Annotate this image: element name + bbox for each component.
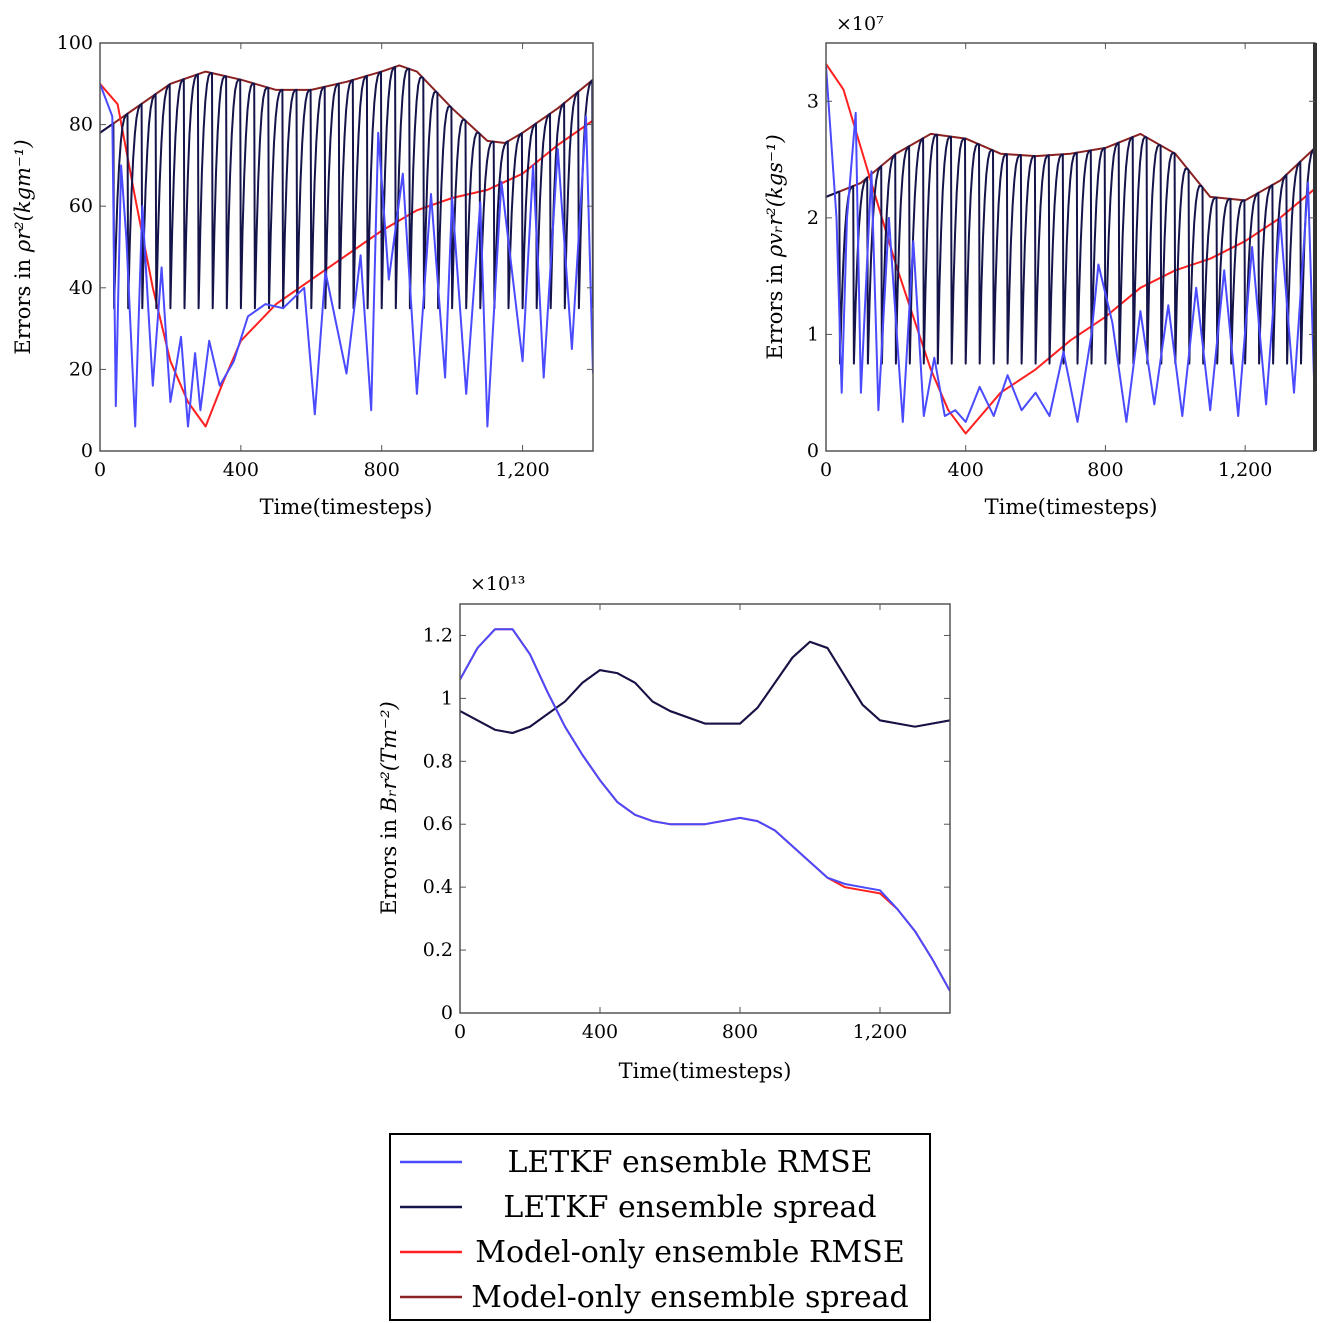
legend-entry: Model-only ensemble spread — [400, 1280, 909, 1315]
y-tick-label: 0.2 — [423, 939, 453, 961]
x-tick-label: 0 — [94, 459, 106, 481]
y-tick-label: 1 — [441, 687, 453, 709]
y-tick-label: 3 — [807, 90, 819, 112]
x-tick-label: 1,200 — [853, 1021, 907, 1043]
legend-label: Model-only ensemble spread — [471, 1280, 908, 1315]
y-tick-label: 0 — [81, 440, 93, 462]
series-line — [100, 65, 593, 310]
y-tick-label: 2 — [807, 207, 819, 229]
series-line — [826, 132, 1315, 202]
y-tick-label: 0.6 — [423, 813, 453, 835]
x-axis-label: Time(timesteps) — [260, 495, 433, 519]
y-axis-label: Errors in ρr²(kgm⁻¹) — [11, 139, 35, 354]
series-line — [826, 133, 1315, 365]
series-line — [460, 628, 950, 992]
x-tick-label: 800 — [364, 459, 400, 481]
y-tick-label: 0.8 — [423, 750, 453, 772]
y-tick-label: 0 — [807, 440, 819, 462]
y-axis-label: Errors in ρvᵣr²(kgs⁻¹) — [763, 134, 787, 359]
y-tick-label: 0 — [441, 1002, 453, 1024]
y-tick-label: 100 — [57, 32, 93, 54]
legend-entry: LETKF ensemble RMSE — [400, 1145, 873, 1180]
x-tick-label: 400 — [948, 459, 984, 481]
x-tick-label: 800 — [722, 1021, 758, 1043]
chart-magnetic-errors: 0 400 800 1,200 0 0.2 0.4 0.6 0.8 1 1.2 ×10¹³ Time… — [377, 573, 951, 1083]
y-multiplier: ×10⁷ — [836, 13, 884, 35]
y-tick-label: 1 — [807, 323, 819, 345]
y-tick-label: 0.4 — [423, 876, 453, 898]
series-line — [100, 83, 593, 428]
legend-label: LETKF ensemble RMSE — [507, 1145, 872, 1180]
chart-momentum-errors: 0 400 800 1,200 0 1 2 3 ×10⁷ Time(timesteps) Er… — [763, 13, 1317, 519]
legend: LETKF ensemble RMSE LETKF ensemble sprea… — [389, 1133, 931, 1321]
x-tick-label: 1,200 — [495, 459, 549, 481]
x-tick-label: 1,200 — [1218, 459, 1272, 481]
series-line — [100, 83, 593, 428]
legend-entry: Model-only ensemble RMSE — [400, 1235, 905, 1270]
y-tick-label: 20 — [69, 358, 93, 380]
x-tick-label: 0 — [820, 459, 832, 481]
y-multiplier: ×10¹³ — [470, 573, 525, 595]
y-tick-label: 40 — [69, 277, 93, 299]
y-axis-label: Errors in Bᵣr²(Tm⁻²) — [377, 701, 401, 914]
y-tick-label: 1.2 — [423, 624, 453, 646]
series-line — [460, 640, 950, 734]
legend-label: LETKF ensemble spread — [503, 1190, 876, 1225]
series-line — [460, 640, 950, 734]
legend-entry: LETKF ensemble spread — [400, 1190, 877, 1225]
series-line — [460, 628, 950, 992]
legend-label: Model-only ensemble RMSE — [475, 1235, 904, 1270]
x-tick-label: 400 — [582, 1021, 618, 1043]
plot-frame — [99, 42, 594, 452]
y-tick-label: 80 — [69, 114, 93, 136]
x-tick-label: 800 — [1087, 459, 1123, 481]
x-axis-label: Time(timesteps) — [619, 1059, 792, 1083]
plot-frame — [459, 603, 951, 1014]
x-axis-label: Time(timesteps) — [985, 495, 1158, 519]
chart-density-errors: 0 400 800 1,200 0 20 40 60 80 100 Time(timesteps)… — [11, 32, 594, 519]
series-line — [826, 66, 1315, 423]
legend-box — [389, 1133, 931, 1321]
y-tick-label: 60 — [69, 195, 93, 217]
x-tick-label: 400 — [223, 459, 259, 481]
x-tick-label: 0 — [454, 1021, 466, 1043]
